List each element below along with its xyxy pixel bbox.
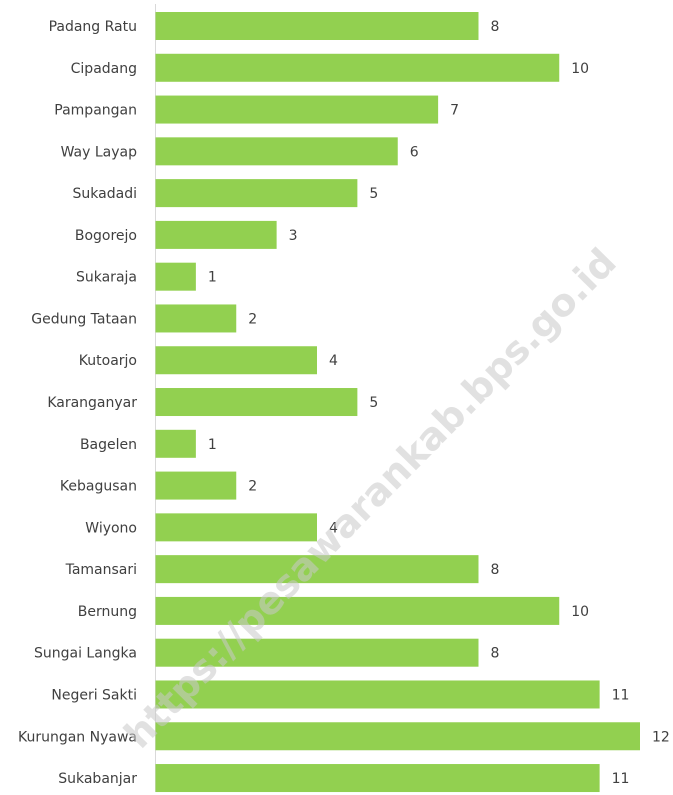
bar [155,95,439,124]
category-label: Sukadadi [73,186,137,202]
value-label: 2 [248,479,257,495]
value-label: 10 [571,61,589,77]
value-label: 1 [208,437,217,453]
bar [155,262,196,291]
bar [155,429,196,458]
value-label: 10 [571,604,589,620]
category-label: Padang Ratu [49,19,137,35]
bar [155,53,560,82]
category-label: Pampangan [54,103,137,119]
category-label: Tamansari [65,562,137,578]
bar [155,220,277,249]
bar [155,722,640,751]
value-label: 12 [652,729,670,745]
value-label: 8 [491,562,500,578]
category-label: Negeri Sakti [51,687,137,703]
bar [155,764,600,793]
category-label: Sungai Langka [34,646,137,662]
bar [155,137,398,166]
category-label: Bogorejo [75,228,137,244]
bar [155,596,560,625]
bar [155,513,317,542]
category-label: Bernung [78,604,137,620]
bar [155,471,237,500]
category-label: Sukabanjar [58,771,137,787]
bar [155,12,479,40]
value-label: 1 [208,270,217,286]
category-label: Sukaraja [76,270,137,286]
bars: Padang Ratu 8 Cipadang 10 Pampangan 7 Way Laya… [18,12,670,793]
bar [155,638,479,667]
value-label: 11 [612,771,630,787]
category-label: Karanganyar [47,395,137,411]
value-label: 3 [289,228,298,244]
value-label: 6 [410,144,419,160]
category-label: Kebagusan [60,479,137,495]
bar [155,388,358,417]
value-label: 5 [369,186,378,202]
category-label: Wiyono [85,520,137,536]
category-label: Gedung Tataan [31,311,137,327]
category-label: Kurungan Nyawa [18,729,137,745]
category-label: Cipadang [71,61,137,77]
category-label: Kutoarjo [79,353,137,369]
value-label: 8 [491,646,500,662]
value-label: 7 [450,103,459,119]
bar [155,555,479,584]
value-label: 11 [612,687,630,703]
value-label: 2 [248,311,257,327]
value-label: 5 [369,395,378,411]
value-label: 8 [491,19,500,35]
value-label: 4 [329,353,338,369]
value-label: 4 [329,520,338,536]
bar [155,304,237,333]
category-label: Bagelen [80,437,137,453]
category-label: Way Layap [61,144,138,160]
bar [155,179,358,208]
bar [155,346,317,375]
bar [155,680,600,709]
